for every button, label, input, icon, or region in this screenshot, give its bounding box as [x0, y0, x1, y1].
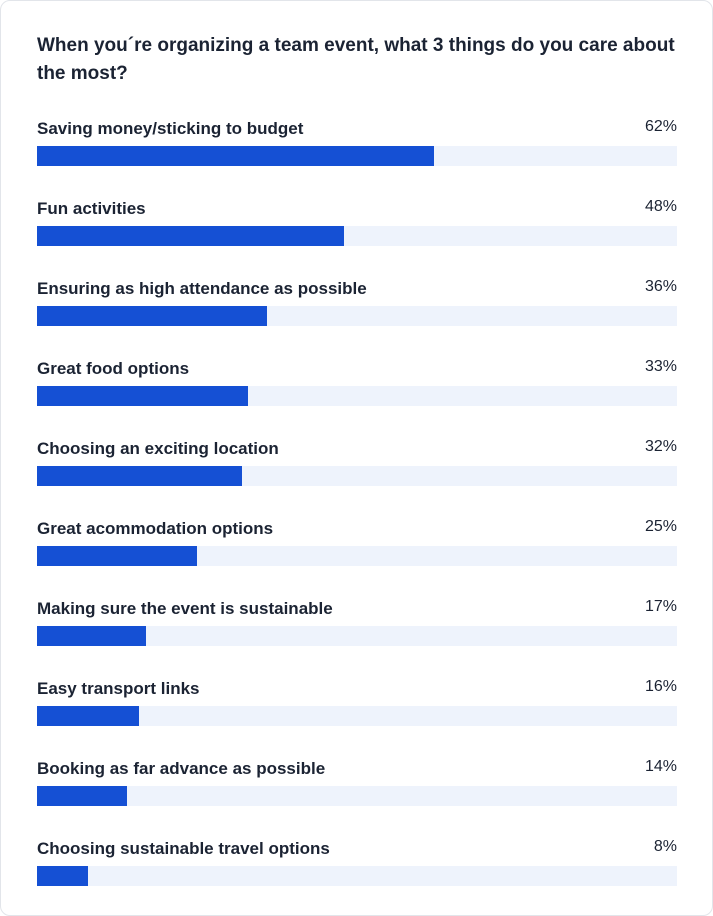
- bar-row: Making sure the event is sustainable 17%: [37, 594, 677, 674]
- category-label: Ensuring as high attendance as possible: [37, 279, 367, 298]
- bar-track: [37, 706, 677, 726]
- value-label: 32%: [644, 438, 677, 455]
- bar-row: Easy transport links 16%: [37, 674, 677, 754]
- bar-track: [37, 146, 677, 166]
- bar: [37, 786, 127, 806]
- bar-row: Choosing an exciting location 32%: [37, 434, 677, 514]
- bar: [37, 546, 197, 566]
- bar: [37, 626, 146, 646]
- bar-row: Choosing sustainable travel options 8%: [37, 834, 677, 914]
- category-label: Easy transport links: [37, 679, 200, 698]
- value-label: 17%: [644, 598, 677, 615]
- category-label: Great acommodation options: [37, 519, 274, 538]
- value-label: 62%: [644, 118, 677, 135]
- value-label: 25%: [644, 518, 677, 535]
- bar-track: [37, 226, 677, 246]
- category-label: Booking as far advance as possible: [37, 759, 326, 778]
- bar-row: Saving money/sticking to budget 62%: [37, 114, 677, 194]
- bar: [37, 146, 434, 166]
- bar-track: [37, 306, 677, 326]
- bar-row: Great food options 33%: [37, 354, 677, 434]
- bar-track: [37, 546, 677, 566]
- bar: [37, 706, 140, 726]
- bar: [37, 306, 268, 326]
- category-label: Great food options: [37, 359, 190, 378]
- category-label: Making sure the event is sustainable: [37, 599, 333, 618]
- bar-row: Booking as far advance as possible 14%: [37, 754, 677, 834]
- bar: [37, 386, 249, 406]
- bar: [37, 466, 242, 486]
- value-label: 14%: [644, 758, 677, 775]
- bar-track: [37, 386, 677, 406]
- value-label: 48%: [644, 198, 677, 215]
- bar: [37, 226, 345, 246]
- bar-row: Great acommodation options 25%: [37, 514, 677, 594]
- value-label: 36%: [644, 278, 677, 295]
- category-label: Choosing an exciting location: [37, 439, 279, 458]
- bar-list: Saving money/sticking to budget 62% Fun ac…: [37, 114, 677, 914]
- value-label: 33%: [644, 358, 677, 375]
- category-label: Saving money/sticking to budget: [37, 119, 304, 138]
- bar-row: Fun activities 48%: [37, 194, 677, 274]
- bar-track: [37, 466, 677, 486]
- value-label: 16%: [644, 678, 677, 695]
- category-label: Choosing sustainable travel options: [37, 839, 330, 858]
- chart-title: When you´re organizing a team event, wha…: [37, 35, 675, 84]
- bar-track: [37, 626, 677, 646]
- bar-row: Ensuring as high attendance as possible 3…: [37, 274, 677, 354]
- category-label: Fun activities: [37, 199, 146, 218]
- bar-track: [37, 786, 677, 806]
- bar-track: [37, 866, 677, 886]
- bar: [37, 866, 89, 886]
- value-label: 8%: [653, 838, 677, 855]
